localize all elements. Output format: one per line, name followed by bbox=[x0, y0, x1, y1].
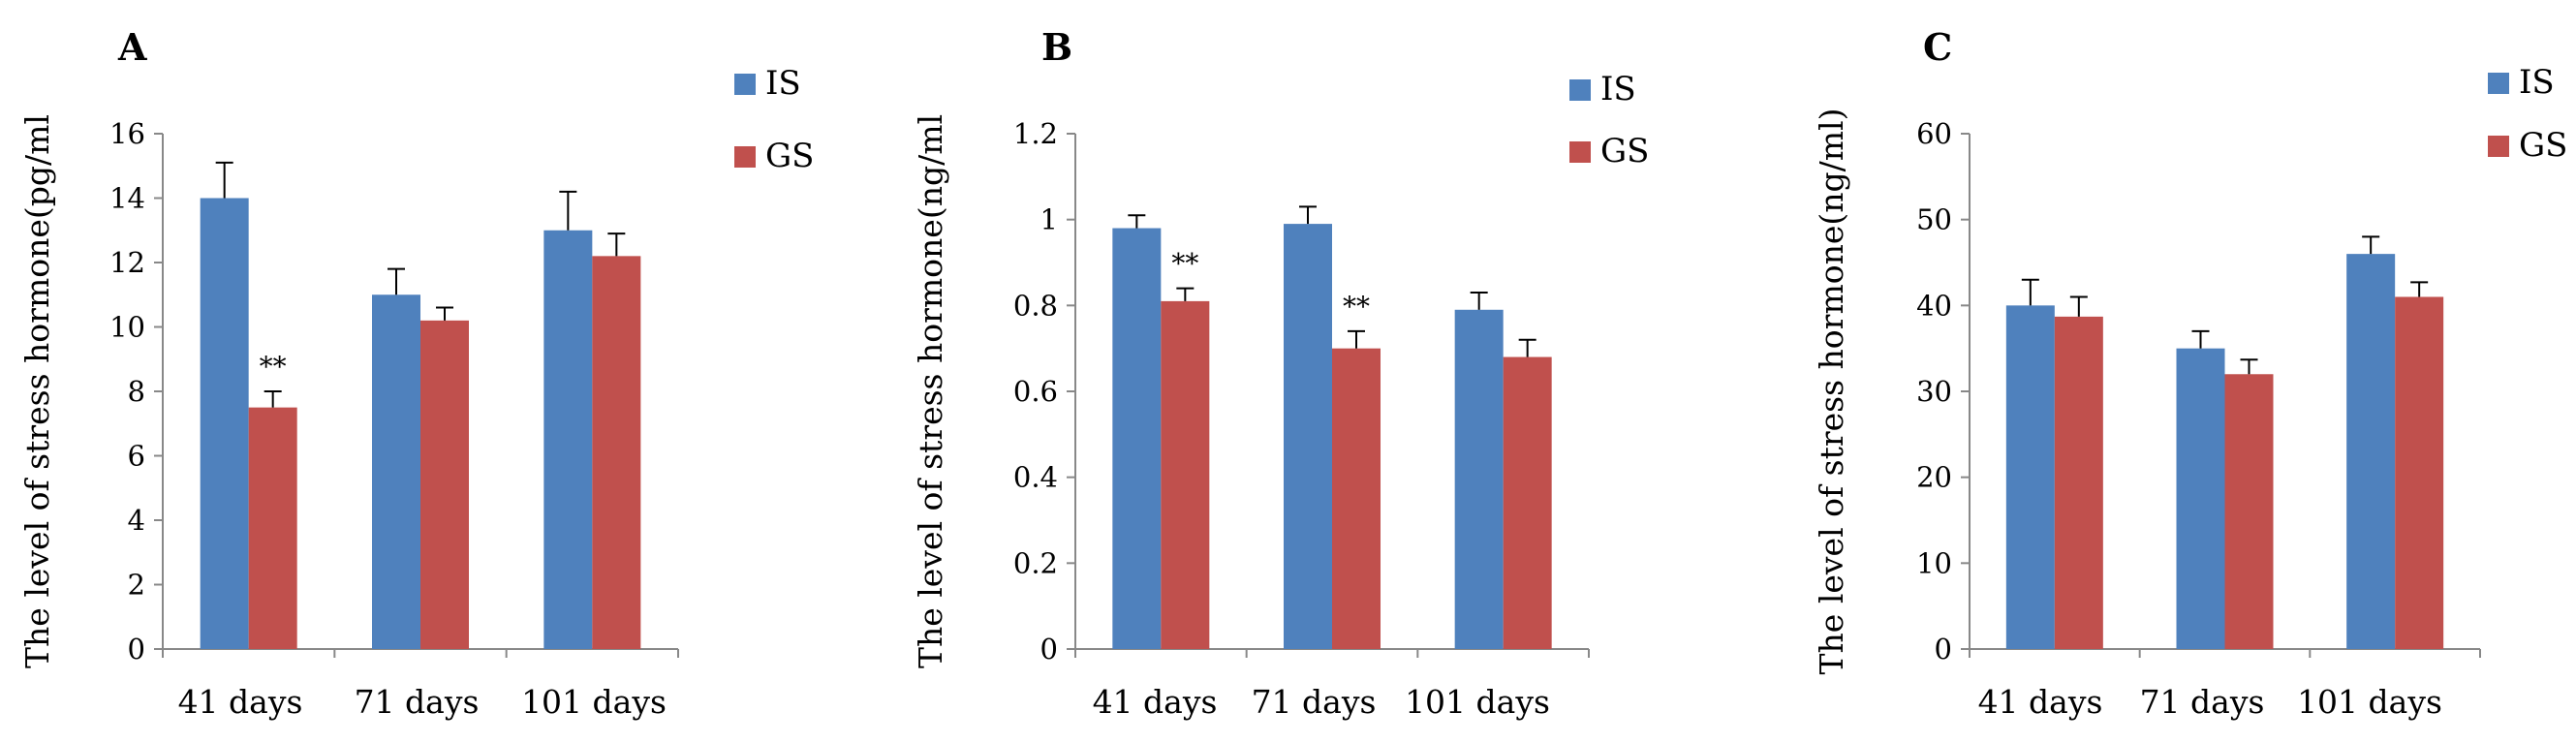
bar-IS-41-days bbox=[1112, 228, 1162, 650]
x-tick-label: 71 days bbox=[2140, 683, 2265, 721]
bar-IS-41-days bbox=[2005, 305, 2055, 649]
bar-IS-101-days bbox=[1454, 309, 1504, 649]
y-axis-label: The level of stress hormone(pg/ml bbox=[18, 114, 56, 668]
legend-swatch-IS bbox=[1569, 79, 1591, 101]
y-tick-label: 0.2 bbox=[1013, 546, 1058, 579]
bar-IS-101-days bbox=[2346, 254, 2396, 649]
y-tick-label: 2 bbox=[128, 569, 145, 602]
panel-label: B bbox=[1041, 25, 1072, 69]
y-tick-label: 0.6 bbox=[1013, 375, 1058, 408]
legend-label-IS: IS bbox=[2519, 63, 2555, 102]
panel-B: B 0 0.2 0.4 0.6 0.8 1 1.2 The level of stress ho… bbox=[912, 25, 1649, 721]
y-tick-label: 0 bbox=[1040, 633, 1058, 666]
bar-GS-71-days bbox=[1332, 348, 1381, 649]
y-tick-label: 20 bbox=[1916, 461, 1952, 494]
x-tick-label: 41 days bbox=[1978, 683, 2103, 721]
panel-label: A bbox=[117, 25, 147, 69]
bar-IS-71-days bbox=[1284, 224, 1332, 649]
y-tick-label: 0 bbox=[128, 633, 145, 666]
legend-label-IS: IS bbox=[765, 64, 801, 103]
y-tick-label: 16 bbox=[109, 117, 145, 150]
x-tick-label: 71 days bbox=[355, 683, 480, 721]
y-tick-label: 0 bbox=[1935, 633, 1952, 666]
legend-swatch-IS bbox=[2488, 73, 2509, 94]
legend-label-GS: GS bbox=[2519, 126, 2567, 165]
significance-label: ** bbox=[1343, 291, 1370, 323]
bar-GS-101-days bbox=[2395, 296, 2444, 649]
y-tick-label: 50 bbox=[1916, 203, 1952, 236]
bar-GS-41-days bbox=[2054, 316, 2103, 649]
bar-GS-101-days bbox=[1503, 356, 1552, 649]
bar-IS-101-days bbox=[543, 230, 593, 649]
y-axis-label: The level of stress hormone(ng/ml bbox=[912, 114, 949, 668]
legend-swatch-GS bbox=[734, 146, 756, 168]
bar-GS-71-days bbox=[420, 320, 469, 649]
y-tick-label: 14 bbox=[109, 182, 145, 215]
bar-IS-71-days bbox=[372, 294, 420, 649]
bar-IS-71-days bbox=[2176, 348, 2225, 649]
significance-label: ** bbox=[260, 351, 287, 383]
y-tick-label: 8 bbox=[128, 375, 145, 408]
y-axis-label: The level of stress hormone(ng/ml) bbox=[1813, 108, 1850, 675]
x-tick-label: 41 days bbox=[178, 683, 303, 721]
bar-IS-41-days bbox=[200, 198, 249, 649]
y-tick-label: 12 bbox=[109, 246, 145, 279]
bar-GS-41-days bbox=[248, 407, 297, 649]
y-tick-label: 10 bbox=[109, 311, 145, 344]
legend-label-GS: GS bbox=[1600, 132, 1649, 170]
x-tick-label: 101 days bbox=[521, 683, 667, 721]
y-tick-label: 40 bbox=[1916, 289, 1952, 322]
x-tick-label: 101 days bbox=[2297, 683, 2442, 721]
y-tick-label: 30 bbox=[1916, 375, 1952, 408]
panel-A: A 0 2 4 6 8 10 12 14 16 The level of stress hormon… bbox=[18, 25, 814, 721]
x-tick-label: 101 days bbox=[1405, 683, 1550, 721]
y-tick-label: 10 bbox=[1916, 546, 1952, 579]
bar-GS-41-days bbox=[1161, 300, 1210, 649]
bar-GS-101-days bbox=[592, 256, 641, 649]
y-tick-label: 0.8 bbox=[1013, 289, 1058, 322]
legend-swatch-GS bbox=[2488, 136, 2509, 157]
legend-label-GS: GS bbox=[765, 137, 814, 175]
y-tick-label: 60 bbox=[1916, 117, 1952, 150]
y-tick-label: 1 bbox=[1040, 203, 1058, 236]
legend-swatch-GS bbox=[1569, 141, 1591, 163]
x-tick-label: 71 days bbox=[1252, 683, 1377, 721]
legend-swatch-IS bbox=[734, 74, 756, 95]
bar-GS-71-days bbox=[2224, 374, 2274, 649]
significance-label: ** bbox=[1171, 248, 1198, 280]
y-tick-label: 6 bbox=[128, 440, 145, 473]
x-tick-label: 41 days bbox=[1093, 683, 1218, 721]
y-tick-label: 4 bbox=[128, 504, 145, 537]
y-tick-label: 1.2 bbox=[1013, 117, 1058, 150]
y-tick-label: 0.4 bbox=[1013, 461, 1058, 494]
panel-label: C bbox=[1923, 25, 1952, 69]
legend-label-IS: IS bbox=[1600, 70, 1636, 108]
panel-C: C 0 10 20 30 40 50 60 The level of stress hormon… bbox=[1813, 25, 2567, 721]
